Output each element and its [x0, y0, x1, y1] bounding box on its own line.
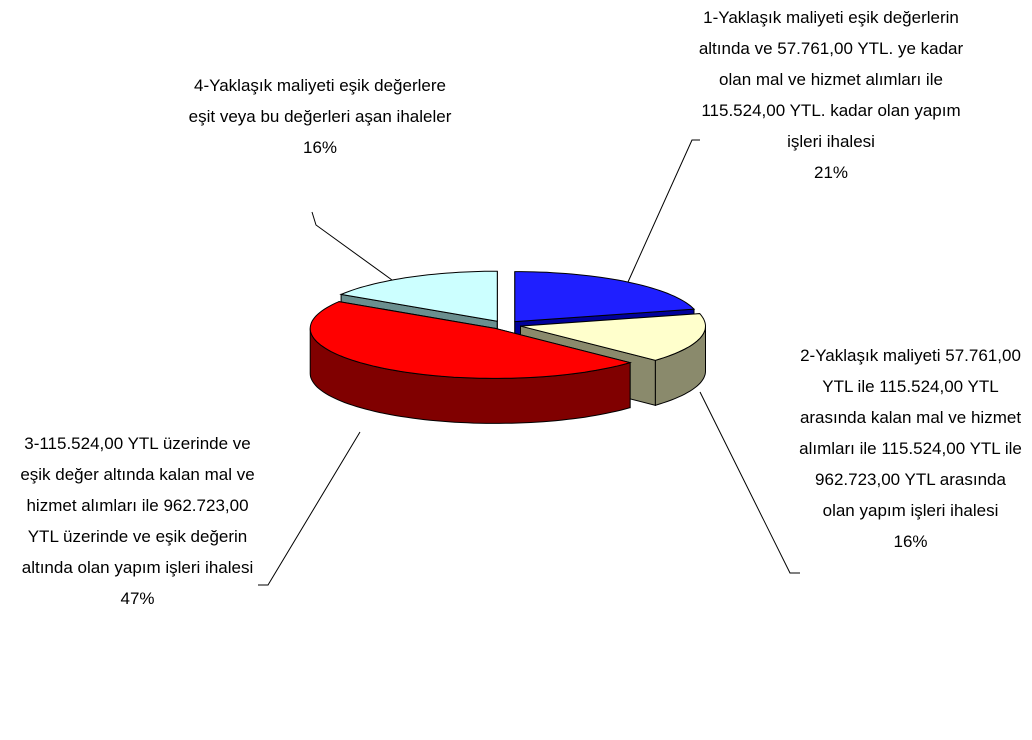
slices	[309, 270, 707, 424]
slice-label: 2-Yaklaşık maliyeti 57.761,00 YTL ile 11…	[798, 340, 1023, 557]
category-label: 1-Yaklaşık maliyeti eşik değerlerin altı…	[698, 8, 964, 151]
slice-label: 4-Yaklaşık maliyeti eşik değerlere eşit …	[185, 70, 455, 163]
leader-line	[627, 139, 700, 283]
pie-slice	[514, 271, 696, 323]
slice-label: 1-Yaklaşık maliyeti eşik değerlerin altı…	[695, 2, 967, 188]
value-label: 47%	[120, 589, 155, 608]
leader-line	[311, 211, 393, 281]
leader-line	[699, 391, 800, 574]
category-label: 2-Yaklaşık maliyeti 57.761,00 YTL ile 11…	[799, 346, 1022, 520]
category-label: 3-115.524,00 YTL üzerinde ve eşik değer …	[20, 434, 255, 577]
value-label: 16%	[302, 138, 338, 157]
category-label: 4-Yaklaşık maliyeti eşik değerlere eşit …	[188, 76, 452, 126]
pie-slice	[520, 313, 707, 361]
leader-line	[258, 431, 361, 586]
pie-slice	[339, 270, 498, 322]
value-label: 21%	[813, 163, 849, 182]
value-label: 16%	[893, 532, 928, 551]
leader-lines	[258, 139, 800, 586]
pie-slice	[309, 301, 633, 379]
slice-label: 3-115.524,00 YTL üzerinde ve eşik değer …	[10, 428, 265, 614]
